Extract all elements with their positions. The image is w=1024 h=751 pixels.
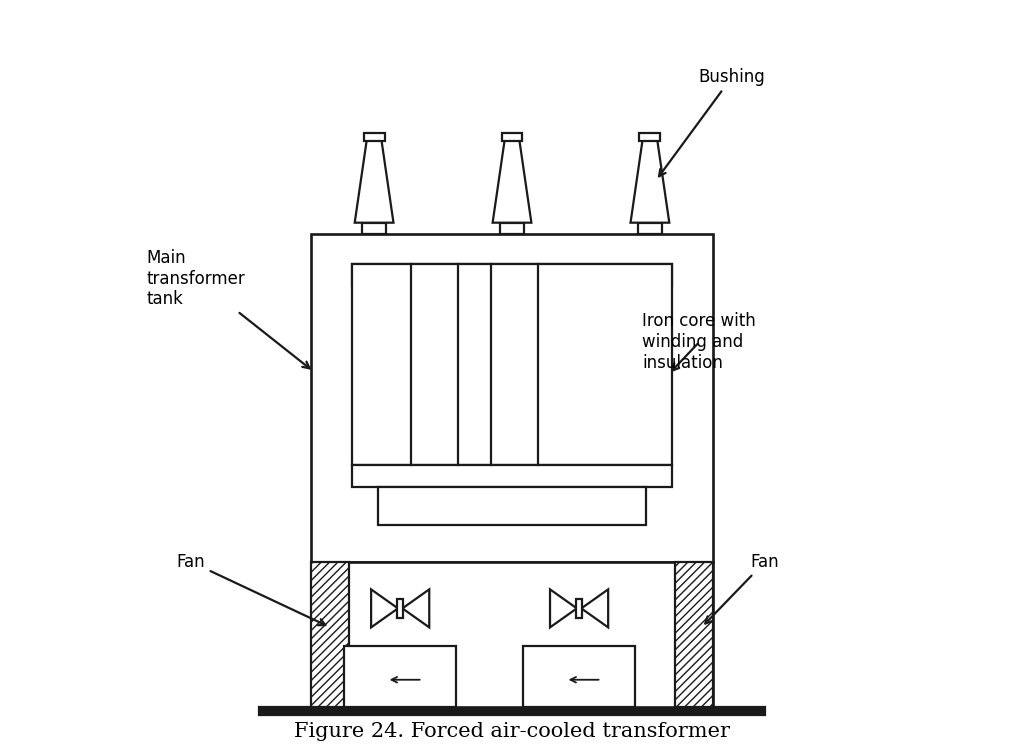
- Text: Fan: Fan: [176, 553, 326, 626]
- Bar: [500, 223, 524, 234]
- Polygon shape: [371, 590, 398, 627]
- Bar: [362, 223, 386, 234]
- Polygon shape: [493, 140, 531, 223]
- Bar: [310, 562, 349, 707]
- Bar: [351, 264, 673, 465]
- Bar: [577, 599, 582, 618]
- Polygon shape: [631, 140, 670, 223]
- Bar: [258, 707, 766, 715]
- Polygon shape: [550, 590, 577, 627]
- Bar: [397, 599, 403, 618]
- Bar: [639, 133, 660, 140]
- Bar: [310, 562, 714, 707]
- Polygon shape: [582, 590, 608, 627]
- Bar: [344, 646, 456, 707]
- Bar: [523, 646, 635, 707]
- Text: Iron core with
winding and
insulation: Iron core with winding and insulation: [642, 312, 756, 372]
- Bar: [351, 465, 673, 487]
- Bar: [502, 133, 522, 140]
- Text: Main
transformer
tank: Main transformer tank: [146, 249, 309, 368]
- Bar: [675, 562, 714, 707]
- Polygon shape: [402, 590, 429, 627]
- Text: Figure 24. Forced air-cooled transformer: Figure 24. Forced air-cooled transformer: [294, 722, 730, 740]
- Text: Fan: Fan: [706, 553, 779, 623]
- Polygon shape: [354, 140, 393, 223]
- Bar: [378, 487, 646, 525]
- Bar: [364, 133, 385, 140]
- Bar: [638, 223, 662, 234]
- Text: Bushing: Bushing: [659, 68, 765, 176]
- Bar: [351, 264, 673, 286]
- Bar: [310, 234, 714, 562]
